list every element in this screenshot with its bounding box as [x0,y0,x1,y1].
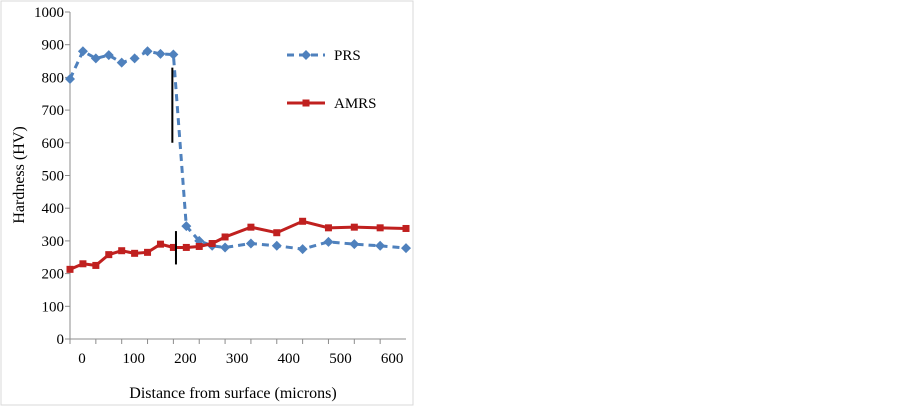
legend-label: PRS [334,48,361,64]
legend-swatch-marker [302,99,310,107]
x-tick-label: 400 [278,351,301,367]
series-amrs [66,217,410,273]
data-point [116,57,127,68]
y-tick-label: 1000 [34,5,64,21]
data-point [376,224,384,232]
data-point [156,240,164,248]
data-point [79,260,87,268]
data-point [401,243,411,254]
y-tick-label: 200 [42,267,65,283]
y-tick-label: 800 [42,70,65,86]
x-tick-label: 200 [174,351,197,367]
data-point [92,261,100,269]
chart-frame [0,0,414,406]
data-point [195,242,203,250]
data-point [66,265,74,273]
data-point [221,233,229,241]
data-point [297,244,308,255]
x-tick-label: 0 [78,351,86,367]
data-point [129,53,140,64]
legend-label: AMRS [334,96,377,112]
data-point [118,247,126,255]
y-tick-label: 100 [42,299,65,315]
data-point [169,243,177,251]
y-tick-label: 0 [57,332,65,348]
data-point [402,224,410,232]
data-point [103,50,114,61]
data-point [181,221,192,232]
data-point [208,240,216,248]
x-tick-label: 300 [226,351,249,367]
data-point [323,236,334,247]
y-axis-ticks: 0 100 200 300 400 500 600 700 800 900 1000 [34,5,70,348]
y-tick-label: 400 [42,201,65,217]
x-tick-label: 600 [381,351,404,367]
x-axis-ticks: 0 100 200 300 400 500 600 [69,339,404,367]
data-point [142,46,153,57]
data-point [247,223,255,231]
data-point [105,251,113,259]
legend-item-amrs: AMRS [287,96,377,112]
legend: PRS AMRS [287,48,377,112]
data-point [273,229,281,237]
data-point [375,240,386,251]
data-point [90,53,101,64]
data-point [131,249,139,257]
data-point [271,240,282,251]
data-point [65,74,75,85]
legend-item-prs: PRS [287,48,361,64]
annotation-layer [171,67,177,265]
x-tick-label: 500 [329,351,352,367]
y-tick-label: 500 [42,169,65,185]
data-point [155,48,166,59]
data-point [350,223,358,231]
legend-swatch-marker [301,50,311,60]
y-tick-label: 600 [42,136,65,152]
data-point [182,243,190,251]
y-tick-label: 300 [42,234,65,250]
data-point [299,217,307,225]
data-point [324,224,332,232]
x-tick-label: 100 [122,351,145,367]
data-point [168,49,179,60]
y-tick-label: 900 [42,38,65,54]
series-layer [65,46,411,273]
data-point [245,238,256,249]
data-point [144,248,152,256]
y-tick-label: 700 [42,103,65,119]
data-point [349,239,360,250]
data-point [220,242,231,253]
y-axis-title: Hardness (HV) [11,126,28,223]
data-point [77,46,88,57]
x-axis-title: Distance from surface (microns) [129,385,336,402]
